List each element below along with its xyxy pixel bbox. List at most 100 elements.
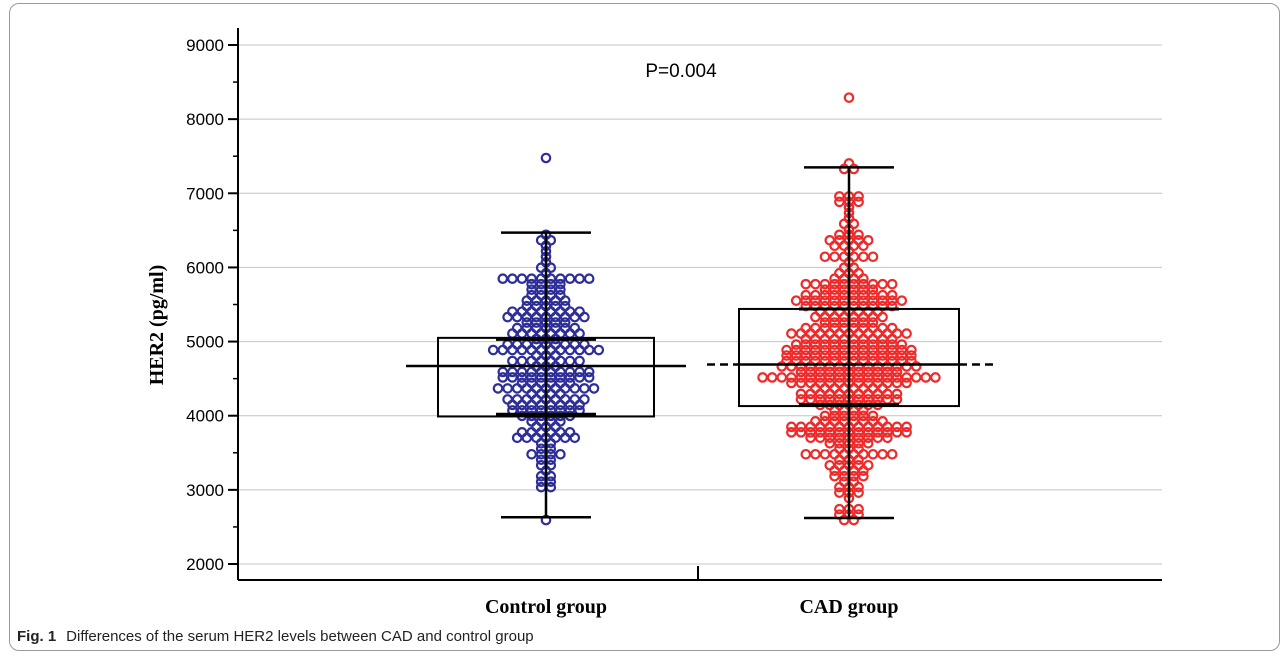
point-cad [901, 427, 912, 438]
point-control [564, 377, 576, 389]
point-control [526, 448, 537, 460]
point-cad [901, 328, 912, 339]
point-cad [819, 344, 831, 356]
point-cad [862, 372, 874, 383]
point-cad [886, 339, 898, 350]
point-cad [800, 350, 812, 361]
point-cad [829, 416, 840, 427]
point-cad [800, 344, 812, 356]
point-cad [882, 372, 893, 383]
point-cad [858, 278, 869, 290]
point-control [502, 394, 513, 405]
point-cad [834, 372, 845, 383]
point-cad [829, 344, 840, 356]
point-cad [858, 284, 869, 295]
point-control [516, 355, 528, 367]
point-cad [824, 432, 836, 444]
point-cad [814, 366, 826, 378]
point-cad [896, 339, 908, 350]
point-cad [790, 295, 802, 306]
point-cad [877, 295, 888, 306]
point-control [555, 278, 566, 290]
point-cad [795, 377, 807, 389]
caption-text: Differences of the serum HER2 levels bet… [66, 628, 534, 645]
point-cad [853, 372, 864, 383]
point-cad [867, 322, 879, 334]
point-cad [786, 421, 797, 433]
point-control [569, 394, 581, 405]
point-cad [862, 366, 874, 378]
y-tick-label: 6000 [186, 258, 224, 277]
point-cad [872, 366, 884, 378]
point-cad [867, 350, 879, 361]
point-control [502, 383, 513, 394]
point-cad [834, 366, 845, 378]
point-control [526, 278, 537, 290]
point-cad [877, 416, 888, 427]
point-control [516, 372, 528, 383]
point-cad [877, 448, 888, 460]
point-cad [766, 372, 778, 383]
point-cad [805, 377, 816, 389]
point-cad [858, 339, 869, 350]
point-cad [867, 284, 879, 295]
point-control [550, 300, 561, 312]
point-cad [786, 328, 797, 339]
point-control [526, 372, 537, 383]
point-cad [795, 388, 807, 400]
point-cad [829, 251, 840, 263]
point-control [497, 273, 509, 284]
point-cad [867, 416, 879, 427]
y-tick-label: 8000 [186, 110, 224, 129]
point-control [497, 366, 509, 378]
boxplots [406, 166, 995, 520]
point-cad [862, 459, 874, 471]
point-control [559, 300, 571, 312]
point-control [511, 322, 523, 334]
point-control [526, 273, 537, 284]
point-cad [906, 344, 917, 356]
point-cad [805, 366, 816, 378]
point-cad [800, 289, 812, 301]
point-cad [814, 432, 826, 444]
point-cad [862, 234, 874, 246]
point-cad [819, 448, 831, 460]
point-control [574, 372, 585, 383]
point-cad [800, 448, 812, 460]
point-cad [901, 377, 912, 389]
point-cad [834, 437, 845, 449]
point-cad [886, 289, 898, 301]
point-cad [819, 278, 831, 290]
point-cad [800, 339, 812, 350]
point-cad [786, 427, 797, 438]
point-cad [872, 372, 884, 383]
point-cad [853, 377, 864, 389]
point-cad [824, 459, 836, 471]
point-cad [858, 317, 869, 328]
point-cad [810, 344, 821, 356]
point-cad [819, 410, 831, 422]
point-cad [814, 377, 826, 389]
point-cad [886, 322, 898, 334]
point-control [564, 273, 576, 284]
point-cad [867, 410, 879, 422]
point-cad [819, 339, 831, 350]
point-cad [891, 421, 903, 433]
point-cad [824, 437, 836, 449]
point-control [516, 427, 528, 438]
point-control [521, 322, 533, 334]
point-cad [858, 470, 869, 482]
point-cad [834, 487, 845, 498]
y-tick-label: 4000 [186, 407, 224, 426]
point-cad [790, 344, 802, 356]
point-cad [930, 372, 941, 383]
point-cad [891, 377, 903, 389]
point-cad [853, 443, 864, 455]
point-control [564, 372, 576, 383]
point-cad [810, 448, 821, 460]
point-cad [901, 421, 912, 433]
point-cad [810, 278, 821, 290]
point-control [487, 344, 499, 356]
point-cad [819, 295, 831, 306]
point-cad [805, 432, 816, 444]
